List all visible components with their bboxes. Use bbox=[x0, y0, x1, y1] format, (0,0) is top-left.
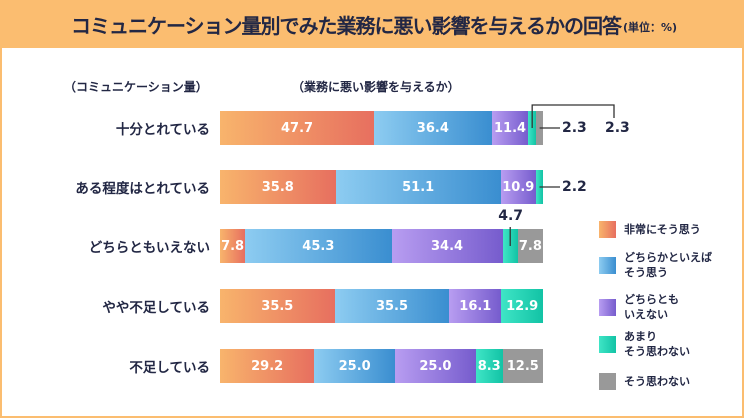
legend-swatch bbox=[599, 335, 616, 353]
data-label: 16.1 bbox=[459, 298, 492, 314]
legend-swatch bbox=[599, 298, 616, 316]
bar-segment: 35.8 bbox=[220, 170, 336, 204]
data-label: 47.7 bbox=[280, 120, 314, 136]
bar-segment bbox=[535, 170, 543, 204]
data-label: 10.9 bbox=[502, 179, 535, 195]
bar-segment: 12.9 bbox=[501, 289, 543, 323]
bar-segment: 25.0 bbox=[395, 349, 476, 383]
bar-segment: 8.3 bbox=[475, 349, 503, 383]
bar-segment: 34.4 bbox=[391, 229, 503, 263]
legend-item: あまり そう思わない bbox=[599, 329, 690, 359]
legend-item: どちらとも いえない bbox=[599, 292, 679, 322]
row-header: （コミュニケーション量） bbox=[64, 80, 208, 94]
data-label: 25.0 bbox=[338, 358, 371, 374]
bar-segment: 11.4 bbox=[491, 111, 529, 145]
data-label: 12.9 bbox=[506, 298, 539, 314]
data-label-external: 2.3 bbox=[605, 120, 630, 136]
bar-segment: 51.1 bbox=[335, 170, 501, 204]
data-label: 34.4 bbox=[431, 238, 464, 254]
legend-label: どちらとも いえない bbox=[624, 293, 679, 321]
unit-label: (単位：%) bbox=[622, 21, 678, 34]
chart-title: コミュニケーション量別でみた業務に悪い影響を与えるかの回答 bbox=[70, 13, 622, 38]
data-label: 25.0 bbox=[419, 358, 452, 374]
bar-segment: 35.5 bbox=[220, 289, 335, 323]
data-label: 35.5 bbox=[261, 298, 294, 314]
legend-label: どちらかといえば そう思う bbox=[624, 251, 712, 279]
data-label: 11.4 bbox=[494, 120, 527, 136]
legend-swatch bbox=[599, 373, 616, 390]
data-label: 7.8 bbox=[221, 238, 245, 254]
data-label: 12.5 bbox=[506, 358, 539, 374]
category-label: やや不足している bbox=[102, 300, 210, 316]
bar-segment: 16.1 bbox=[449, 289, 502, 323]
legend-item: そう思わない bbox=[599, 373, 690, 390]
data-label: 45.3 bbox=[302, 238, 335, 254]
data-label: 8.3 bbox=[477, 358, 501, 374]
bar-segment: 36.4 bbox=[374, 111, 492, 145]
bar-segment: 12.5 bbox=[502, 349, 543, 383]
legend-label: そう思わない bbox=[624, 375, 690, 388]
data-label: 35.8 bbox=[261, 179, 294, 195]
data-label: 35.5 bbox=[375, 298, 409, 314]
title-bar: コミュニケーション量別でみた業務に悪い影響を与えるかの回答 (単位：%) bbox=[2, 0, 742, 48]
legend-swatch bbox=[599, 256, 616, 274]
category-label: ある程度はとれている bbox=[75, 181, 210, 197]
legend-item: 非常にそう思う bbox=[599, 221, 701, 238]
bar-segment: 35.5 bbox=[334, 289, 450, 323]
data-label-external: 2.2 bbox=[562, 179, 587, 195]
data-label: 36.4 bbox=[416, 120, 449, 136]
legend-swatch bbox=[599, 221, 616, 238]
data-label: 7.8 bbox=[518, 238, 542, 254]
data-label: 51.1 bbox=[402, 179, 435, 195]
bar-segment: 25.0 bbox=[314, 349, 396, 383]
bar-segment: 47.7 bbox=[220, 111, 375, 145]
data-label: 29.2 bbox=[251, 358, 284, 374]
legend-label: 非常にそう思う bbox=[624, 223, 701, 236]
bar-segment: 29.2 bbox=[220, 349, 315, 383]
legend-label: あまり そう思わない bbox=[624, 330, 690, 358]
bar-segment: 45.3 bbox=[245, 229, 392, 263]
category-label: 不足している bbox=[129, 360, 210, 376]
bar-segment: 7.8 bbox=[517, 229, 543, 263]
bar-segment: 10.9 bbox=[500, 170, 536, 204]
value-header: （業務に悪い影響を与えるか） bbox=[292, 80, 460, 94]
category-label: 十分とれている bbox=[115, 122, 210, 138]
data-label-external: 2.3 bbox=[562, 120, 587, 136]
bar-segment bbox=[535, 111, 544, 145]
legend-item: どちらかといえば そう思う bbox=[599, 250, 712, 280]
data-label-external: 4.7 bbox=[498, 208, 524, 224]
category-label: どちらともいえない bbox=[88, 240, 210, 256]
leader-line bbox=[531, 104, 615, 128]
bar-segment: 7.8 bbox=[220, 229, 246, 263]
